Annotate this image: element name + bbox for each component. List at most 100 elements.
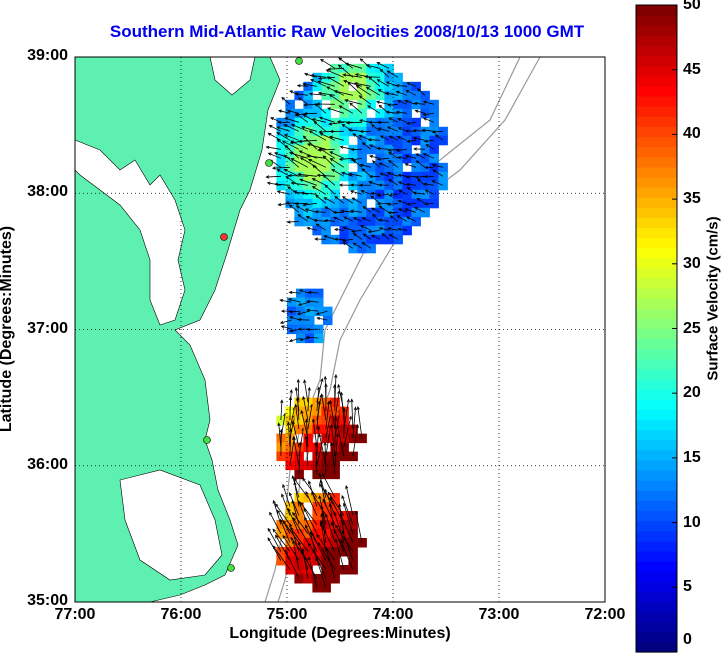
vector-head xyxy=(388,234,393,238)
velocity-vector xyxy=(299,289,310,294)
vector-head xyxy=(334,237,338,241)
velocity-cell xyxy=(321,72,331,83)
vector-head xyxy=(288,492,293,496)
vector-head xyxy=(334,227,338,232)
vector-head xyxy=(286,109,291,113)
velocity-vector xyxy=(432,169,444,177)
velocity-cell xyxy=(375,72,385,83)
velocity-cell xyxy=(375,81,385,92)
vector-head xyxy=(406,216,411,220)
velocity-vector xyxy=(290,527,309,552)
vector-head xyxy=(315,194,319,199)
velocity-vector xyxy=(331,169,345,177)
vector-head xyxy=(342,407,346,412)
vector-head xyxy=(282,520,286,524)
colorbar-segment xyxy=(636,5,677,16)
velocity-vector xyxy=(309,130,327,141)
velocity-vector xyxy=(320,523,336,552)
colorbar-segment xyxy=(636,328,677,340)
vector-head xyxy=(371,234,375,238)
vector-head xyxy=(397,227,402,231)
velocity-cell xyxy=(330,529,340,539)
colorbar-segment xyxy=(636,621,677,633)
velocity-cell xyxy=(321,198,331,209)
velocity-vector xyxy=(398,208,408,213)
velocity-cell xyxy=(366,189,376,200)
velocity-cell xyxy=(312,583,322,593)
vector-head xyxy=(395,90,400,94)
vector-head xyxy=(422,117,427,121)
velocity-vector xyxy=(397,118,408,123)
velocity-vector xyxy=(352,424,359,457)
velocity-cell xyxy=(384,171,394,182)
velocity-cell xyxy=(420,180,430,191)
velocity-vector xyxy=(340,392,345,421)
vector-head xyxy=(280,309,285,313)
vector-head xyxy=(288,310,293,314)
velocity-cell xyxy=(312,216,322,227)
velocity-vector xyxy=(282,140,300,150)
velocity-cell xyxy=(330,171,340,182)
velocity-vector xyxy=(368,229,380,233)
vector-head xyxy=(277,422,281,427)
vector-head xyxy=(324,184,329,189)
velocity-cell xyxy=(285,153,295,164)
velocity-vector xyxy=(330,158,345,168)
velocity-vector xyxy=(324,220,335,222)
velocity-vector xyxy=(352,197,363,204)
vector-head xyxy=(315,223,320,227)
vector-head xyxy=(421,128,426,132)
velocity-vector xyxy=(417,88,426,96)
velocity-vector xyxy=(365,76,380,78)
velocity-cell xyxy=(357,189,367,200)
velocity-cell xyxy=(339,547,349,557)
vector-head xyxy=(274,182,278,186)
velocity-vector xyxy=(270,117,282,123)
velocity-cell xyxy=(348,126,358,137)
velocity-vector xyxy=(282,484,291,507)
vector-head xyxy=(292,435,296,440)
vector-head xyxy=(298,139,303,144)
vector-head xyxy=(320,377,324,382)
velocity-cell xyxy=(366,216,376,227)
velocity-cell xyxy=(339,529,349,539)
velocity-vector xyxy=(379,162,390,168)
velocity-vector xyxy=(417,178,426,186)
vector-head xyxy=(283,124,288,128)
vector-head xyxy=(434,134,439,138)
velocity-cell xyxy=(305,315,315,326)
vector-head xyxy=(293,481,297,486)
vector-head xyxy=(339,391,344,396)
velocity-cell xyxy=(285,108,295,119)
colorbar-segment xyxy=(636,470,677,481)
velocity-vector xyxy=(297,397,300,421)
velocity-vector xyxy=(361,242,372,249)
velocity-cell xyxy=(393,90,403,101)
vector-head xyxy=(355,85,360,89)
velocity-cell xyxy=(294,397,304,408)
vector-head xyxy=(378,104,383,109)
velocity-cell xyxy=(411,189,421,200)
velocity-vector xyxy=(319,148,336,159)
velocity-vector xyxy=(432,164,443,168)
colorbar-segment xyxy=(636,368,677,380)
velocity-cell xyxy=(384,180,394,191)
velocity-vector xyxy=(277,169,291,177)
vector-head xyxy=(352,133,357,137)
velocity-vector xyxy=(288,298,301,303)
x-tick-label: 72:00 xyxy=(584,606,626,623)
velocity-vector xyxy=(377,193,389,196)
velocity-cell xyxy=(294,126,304,137)
vector-head xyxy=(364,75,369,79)
velocity-vector xyxy=(329,400,336,430)
velocity-cell xyxy=(393,72,403,83)
colorbar-segment xyxy=(636,156,677,168)
velocity-cell xyxy=(312,547,322,557)
velocity-vector xyxy=(297,85,308,87)
velocity-cell xyxy=(330,556,340,566)
vector-head xyxy=(330,423,334,428)
vector-head xyxy=(320,512,324,517)
velocity-vector xyxy=(368,76,381,87)
vector-head xyxy=(324,488,328,493)
vector-head xyxy=(405,154,409,159)
